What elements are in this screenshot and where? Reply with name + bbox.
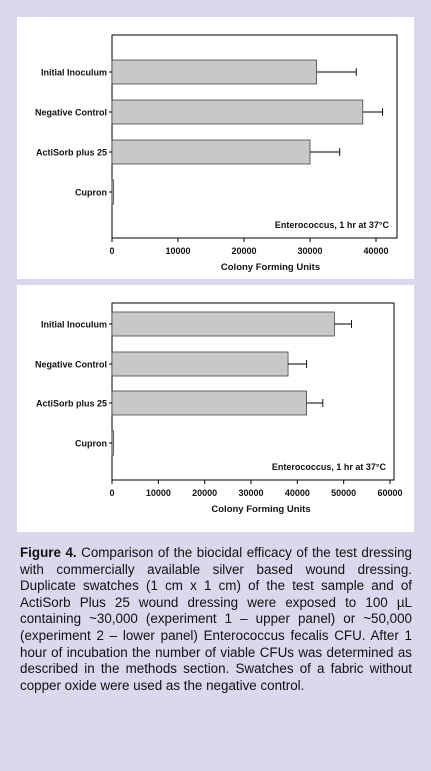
- chart-annotation: Enterococcus, 1 hr at 37°C: [275, 220, 390, 230]
- chart-panel-bottom: Initial Inoculum Negative Control ActiSorb…: [17, 285, 414, 532]
- bar: [111, 351, 289, 377]
- x-tick-label: 40000: [285, 488, 310, 498]
- x-tick-label: 60000: [377, 488, 402, 498]
- bar: [111, 390, 308, 416]
- caption-text: Comparison of the biocidal efficacy of t…: [20, 545, 412, 693]
- x-tick-label: 20000: [231, 246, 256, 256]
- category-label: Cupron: [75, 439, 107, 449]
- bar: [111, 139, 311, 165]
- x-tick-label: 0: [109, 246, 114, 256]
- category-label: Negative Control: [35, 360, 107, 370]
- x-axis-title: Colony Forming Units: [211, 504, 310, 515]
- x-tick-label: 10000: [146, 488, 171, 498]
- figure-caption: Figure 4. Comparison of the biocidal eff…: [20, 545, 412, 694]
- x-axis-title: Colony Forming Units: [221, 262, 320, 273]
- x-tick-label: 10000: [165, 246, 190, 256]
- x-tick-label: 0: [109, 488, 114, 498]
- bar: [111, 311, 335, 337]
- caption-label: Figure 4.: [20, 545, 77, 560]
- x-tick-label: 30000: [238, 488, 263, 498]
- category-label: Negative Control: [35, 108, 107, 118]
- bar-chart-top: Initial Inoculum Negative Control ActiSorb…: [35, 34, 398, 273]
- bar: [111, 99, 364, 125]
- category-label: Cupron: [75, 188, 107, 198]
- chart-annotation: Enterococcus, 1 hr at 37°C: [272, 462, 387, 472]
- category-label: Initial Inoculum: [41, 320, 107, 330]
- x-tick-label: 20000: [192, 488, 217, 498]
- x-tick-label: 50000: [331, 488, 356, 498]
- category-label: Initial Inoculum: [41, 68, 107, 78]
- bar-chart-bottom: Initial Inoculum Negative Control ActiSorb…: [35, 302, 403, 515]
- bar: [111, 59, 318, 85]
- x-tick-label: 40000: [363, 246, 388, 256]
- chart-panel-top: Initial Inoculum Negative Control ActiSorb…: [17, 17, 414, 279]
- bar: [111, 430, 114, 456]
- x-tick-label: 30000: [297, 246, 322, 256]
- bar: [111, 179, 114, 205]
- category-label: ActiSorb plus 25: [36, 399, 107, 409]
- category-label: ActiSorb plus 25: [36, 148, 107, 158]
- plot-frame: [111, 34, 398, 239]
